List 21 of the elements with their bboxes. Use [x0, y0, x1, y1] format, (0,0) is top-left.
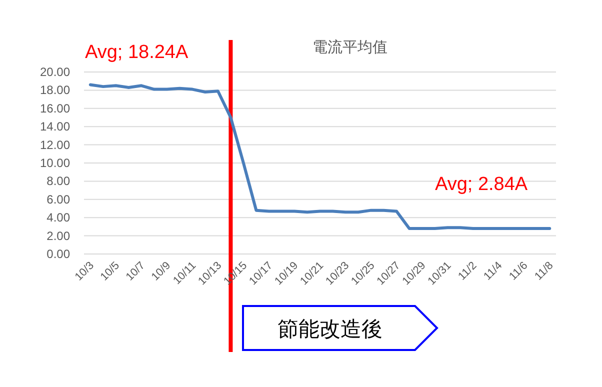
x-tick-label: 11/2 [456, 260, 480, 283]
chart-title: 電流平均值 [312, 39, 388, 56]
y-tick-label: 18.00 [40, 83, 70, 98]
y-tick-label: 10.00 [40, 156, 70, 170]
y-tick-label: 4.00 [46, 210, 70, 225]
x-tick-label: 11/8 [532, 260, 556, 283]
x-tick-label: 10/9 [149, 260, 174, 284]
text: Avg; 18.24A [85, 42, 188, 63]
y-tick-label: 12.00 [40, 138, 70, 152]
line-series [88, 83, 552, 230]
y-tick-label: 6.00 [46, 192, 70, 206]
y-tick-label: 14.00 [40, 120, 70, 134]
x-tick-label: 11/4 [482, 260, 505, 283]
y-tick-label: 8.00 [46, 174, 70, 188]
text: 節能改造後 [278, 318, 382, 341]
y-tick-label: 16.00 [40, 101, 70, 116]
y-tick-label: 20.00 [40, 65, 70, 79]
y-tick-label: 2.00 [46, 228, 70, 243]
annotation: Avg; 2.84A [435, 174, 528, 195]
y-tick-label: 0.00 [46, 247, 70, 261]
x-tick-label: 11/6 [507, 260, 530, 283]
